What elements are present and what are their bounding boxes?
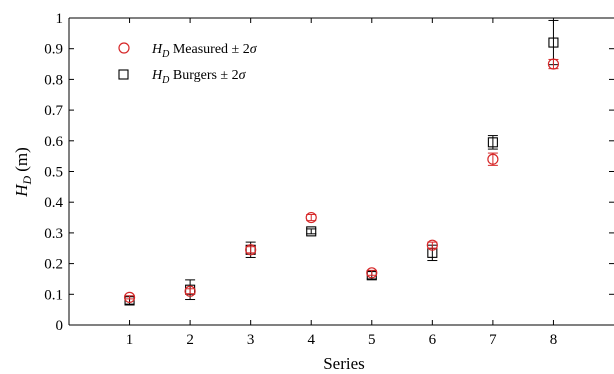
y-axis-label: HD(m) bbox=[12, 147, 34, 198]
measured-point bbox=[245, 244, 257, 256]
x-tick-label: 5 bbox=[368, 332, 376, 348]
y-tick-label: 0.6 bbox=[44, 134, 63, 150]
measured-point bbox=[487, 153, 499, 165]
measured-point bbox=[547, 58, 560, 70]
y-tick-label: 0.9 bbox=[44, 42, 63, 58]
x-tick-label: 3 bbox=[247, 332, 255, 348]
x-tick-label: 4 bbox=[307, 332, 315, 348]
x-tick-label: 7 bbox=[489, 332, 497, 348]
burgers-point bbox=[487, 137, 498, 148]
y-tick-label: 0.3 bbox=[44, 226, 63, 242]
x-tick-label: 6 bbox=[429, 332, 437, 348]
x-axis-label: Series bbox=[323, 354, 365, 373]
y-axis-ticks: 0 0.1 0.2 0.3 0.4 0.5 0.6 0.7 0.8 0.9 1 bbox=[44, 11, 614, 334]
axes bbox=[68, 17, 614, 326]
burgers-point bbox=[306, 226, 317, 237]
measured-point bbox=[366, 267, 378, 279]
legend-marker-burgers bbox=[118, 69, 129, 80]
y-tick-label: 0.7 bbox=[44, 103, 63, 119]
y-tick-label: 1 bbox=[56, 11, 64, 27]
y-tick-label: 0.5 bbox=[44, 165, 63, 181]
measured-point bbox=[305, 211, 317, 224]
measured-point bbox=[123, 291, 136, 303]
y-tick-label: 0.4 bbox=[44, 195, 63, 211]
legend: HD Measured ± 2σ HD Burgers ± 2σ bbox=[118, 42, 258, 86]
x-tick-label: 1 bbox=[126, 332, 134, 348]
measured-point bbox=[184, 285, 196, 297]
legend-label-measured: HD Measured ± 2σ bbox=[151, 42, 258, 60]
y-tick-label: 0.2 bbox=[44, 257, 63, 273]
legend-marker-measured bbox=[118, 42, 130, 54]
x-tick-label: 8 bbox=[550, 332, 558, 348]
y-tick-label: 0 bbox=[56, 318, 64, 334]
burgers-point bbox=[548, 37, 559, 48]
y-tick-label: 0.1 bbox=[44, 287, 63, 303]
data-marks bbox=[123, 19, 560, 306]
y-tick-label: 0.8 bbox=[44, 72, 63, 88]
x-tick-label: 2 bbox=[186, 332, 194, 348]
legend-label-burgers: HD Burgers ± 2σ bbox=[151, 68, 247, 86]
x-axis-ticks: 1 2 3 4 5 6 7 8 bbox=[126, 18, 557, 348]
measured-point bbox=[426, 239, 438, 251]
